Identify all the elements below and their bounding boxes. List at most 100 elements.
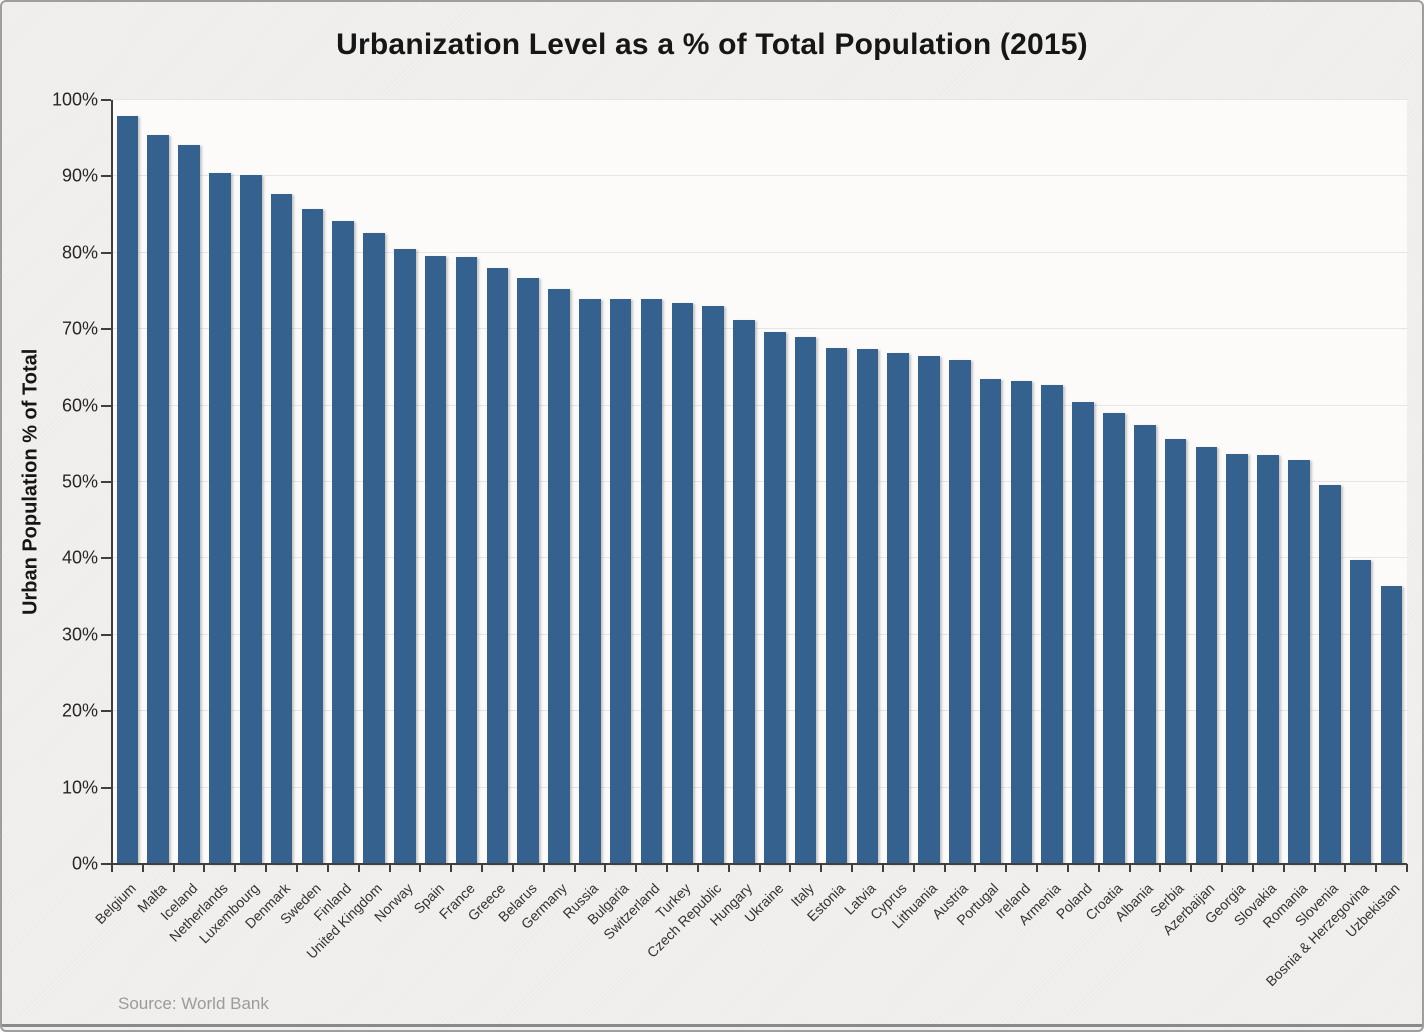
- x-tick-mark: [1190, 864, 1193, 872]
- bar-cell-russia: [574, 100, 605, 864]
- x-label-cell-spain: Spain: [410, 868, 451, 1028]
- x-tick-mark: [1159, 864, 1162, 872]
- bar-greece: [486, 268, 509, 864]
- bar-georgia: [1226, 453, 1249, 864]
- x-label-belgium: Belgium: [91, 880, 139, 928]
- bar-ukraine: [764, 331, 786, 864]
- bar-norway: [394, 248, 416, 864]
- bar-luxembourg: [239, 174, 262, 864]
- bar-cell-belgium: [112, 100, 143, 864]
- x-tick-mark: [203, 864, 206, 872]
- x-label-cell-czech-republic: Czech Republic: [644, 868, 729, 1028]
- gridline-70: [112, 328, 1407, 330]
- x-label-cell-portugal: Portugal: [954, 868, 1006, 1028]
- bar-uzbekistan: [1380, 585, 1403, 864]
- x-label-cell-croatia: Croatia: [1082, 868, 1130, 1028]
- bar-cell-bosnia-herzegovina: [1345, 100, 1376, 864]
- x-tick-mark: [295, 864, 298, 872]
- bar-belarus: [517, 278, 539, 864]
- bar-lithuania: [918, 355, 940, 864]
- bar-netherlands: [209, 172, 231, 864]
- bar-cell-united-kingdom: [359, 100, 390, 864]
- x-label-cell-slovenia: Slovenia: [1292, 868, 1345, 1028]
- bar-cell-belarus: [513, 100, 544, 864]
- x-label-cell-poland: Poland: [1052, 868, 1099, 1028]
- bar-cell-hungary: [729, 100, 760, 864]
- bar-france: [455, 256, 478, 864]
- gridline-40: [112, 557, 1407, 559]
- x-tick-mark: [1406, 864, 1408, 872]
- x-tick-mark: [666, 864, 668, 872]
- plot-area: [101, 99, 1408, 872]
- bar-cell-serbia: [1160, 100, 1191, 864]
- gridline-50: [112, 481, 1407, 482]
- bar-poland: [1072, 401, 1094, 864]
- x-tick-mark: [1005, 864, 1008, 872]
- bar-cell-czech-republic: [698, 100, 729, 864]
- bar-turkey: [671, 303, 694, 864]
- bar-cell-france: [451, 100, 482, 864]
- bar-cell-latvia: [852, 100, 883, 864]
- x-tick-mark: [573, 864, 576, 872]
- y-axis-tick-labels: 0% 10% 20% 30% 40% 50% 60% 70% 80% 90% 100%: [2, 90, 98, 874]
- bar-russia: [579, 298, 601, 864]
- x-label-cell-belarus: Belarus: [495, 868, 544, 1028]
- bar-cell-croatia: [1099, 100, 1130, 864]
- bar-cell-ireland: [1006, 100, 1037, 864]
- bar-estonia: [825, 348, 848, 864]
- bar-cell-bulgaria: [605, 100, 636, 864]
- bar-finland: [332, 220, 354, 864]
- x-label-cell-ukraine: Ukraine: [741, 868, 790, 1028]
- x-label-cell-estonia: Estonia: [803, 868, 852, 1028]
- bar-cell-uzbekistan: [1376, 100, 1407, 864]
- y-tick-mark: [101, 175, 111, 178]
- x-tick-mark: [912, 864, 915, 872]
- bar-azerbaijan: [1195, 446, 1218, 864]
- x-tick-mark: [172, 864, 175, 872]
- y-axis-line: [111, 100, 113, 864]
- bar-cell-georgia: [1222, 100, 1253, 864]
- bar-cell-slovenia: [1314, 100, 1345, 864]
- x-label-cell-france: France: [436, 868, 482, 1028]
- x-label-cell-serbia: Serbia: [1147, 868, 1191, 1028]
- x-tick-mark: [635, 864, 638, 872]
- x-label-cell-hungary: Hungary: [707, 868, 760, 1028]
- bar-cell-cyprus: [883, 100, 914, 864]
- x-tick-mark: [696, 864, 699, 872]
- x-label-cell-slovakia: Slovakia: [1231, 868, 1284, 1028]
- bar-cell-switzerland: [636, 100, 667, 864]
- x-label-cell-bosnia-herzegovina: Bosnia & Herzegovina: [1263, 868, 1376, 1028]
- x-tick-mark: [1128, 864, 1131, 872]
- x-label-cell-finland: Finland: [311, 868, 359, 1028]
- y-tick-mark: [101, 710, 111, 713]
- y-tick-label-100: 100%: [51, 89, 98, 110]
- bottom-divider: [2, 1024, 1422, 1027]
- x-tick-mark: [820, 864, 823, 872]
- gridline-10: [112, 786, 1407, 788]
- bar-serbia: [1164, 439, 1187, 864]
- bar-latvia: [856, 349, 879, 864]
- x-label-cell-uzbekistan: Uzbekistan: [1342, 868, 1407, 1028]
- x-label-cell-georgia: Georgia: [1202, 868, 1253, 1028]
- y-tick-label-60: 60%: [61, 395, 98, 416]
- bar-belgium: [116, 116, 139, 864]
- bar-denmark: [270, 193, 293, 864]
- x-tick-mark: [850, 864, 853, 872]
- x-tick-mark: [604, 864, 607, 872]
- x-label-cell-ireland: Ireland: [991, 868, 1037, 1028]
- y-tick-mark: [101, 786, 111, 789]
- bar-cell-sweden: [297, 100, 328, 864]
- y-tick-mark: [101, 328, 111, 331]
- gridline-60: [112, 404, 1407, 406]
- x-tick-mark: [1066, 864, 1069, 872]
- bar-armenia: [1041, 384, 1064, 864]
- x-label-cell-bulgaria: Bulgaria: [584, 868, 636, 1028]
- y-tick-label-70: 70%: [61, 318, 98, 339]
- gridline-80: [112, 251, 1407, 253]
- bar-slovenia: [1318, 485, 1341, 864]
- y-tick-mark: [101, 863, 111, 865]
- bar-austria: [948, 359, 971, 864]
- bar-malta: [147, 135, 170, 864]
- x-tick-mark: [1344, 864, 1347, 872]
